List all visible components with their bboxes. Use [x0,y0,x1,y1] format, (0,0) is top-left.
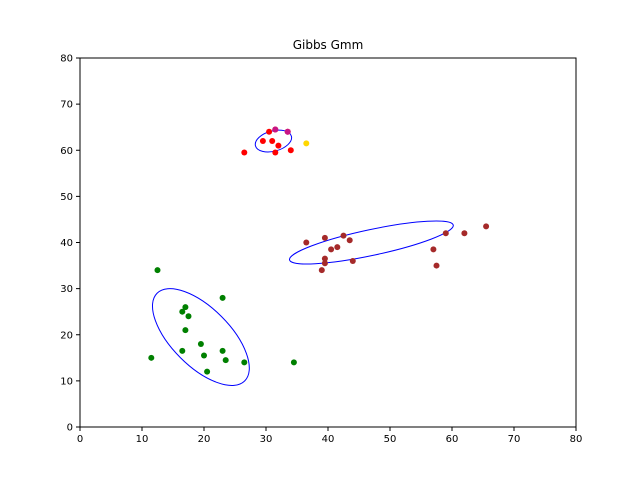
data-point [321,255,328,262]
data-point [442,230,449,237]
data-point [483,223,490,230]
data-point [185,313,192,320]
data-point [328,246,335,253]
x-axis: 0 10 20 30 40 50 60 70 80 [77,427,583,445]
data-point [284,128,291,135]
data-point [321,260,328,267]
data-point [349,257,356,264]
x-tick-label: 50 [384,434,397,445]
y-tick-label: 10 [60,376,73,387]
data-point [346,237,353,244]
data-point [148,354,155,361]
data-point [219,347,226,354]
x-tick-label: 30 [260,434,273,445]
x-tick-label: 70 [508,434,521,445]
ellipse-layer [151,129,454,386]
data-point [433,262,440,269]
x-tick-label: 10 [136,434,149,445]
y-tick-label: 80 [60,54,73,65]
data-point [241,149,248,156]
data-point [179,308,186,315]
y-tick-label: 20 [60,330,73,341]
data-point [272,149,279,156]
x-tick-label: 40 [322,434,335,445]
data-point [222,357,229,364]
x-tick-label: 80 [570,434,583,445]
y-tick-label: 30 [60,284,73,295]
y-tick-label: 40 [60,238,73,249]
data-point [197,340,204,347]
data-point [321,234,328,241]
data-point [461,230,468,237]
points-layer [148,126,490,375]
plot-frame [79,57,577,428]
data-point [303,239,310,246]
data-point [290,359,297,366]
data-point [318,267,325,274]
data-point [430,246,437,253]
data-point [287,147,294,154]
data-point [275,142,282,149]
x-tick-label: 60 [446,434,459,445]
x-tick-label: 0 [77,434,83,445]
y-tick-label: 0 [67,423,73,434]
data-point [154,267,161,274]
x-tick-label: 20 [198,434,211,445]
y-axis: 0 10 20 30 40 50 60 70 80 [60,54,80,434]
data-point [241,359,248,366]
data-point [272,126,279,133]
y-tick-label: 50 [60,192,73,203]
data-point [182,327,189,334]
data-point [259,138,266,145]
y-tick-label: 70 [60,100,73,111]
chart-title: Gibbs Gmm [293,38,364,52]
data-point [266,128,273,135]
cluster-ellipse-2 [288,220,454,265]
data-point [334,244,341,251]
data-point [179,347,186,354]
data-point [303,140,310,147]
cluster-ellipse-3 [151,288,250,386]
y-tick-label: 60 [60,146,73,157]
data-point [340,232,347,239]
data-point [269,138,276,145]
data-point [201,352,207,359]
data-point [204,368,211,375]
data-point [219,294,226,301]
data-point [182,304,189,311]
